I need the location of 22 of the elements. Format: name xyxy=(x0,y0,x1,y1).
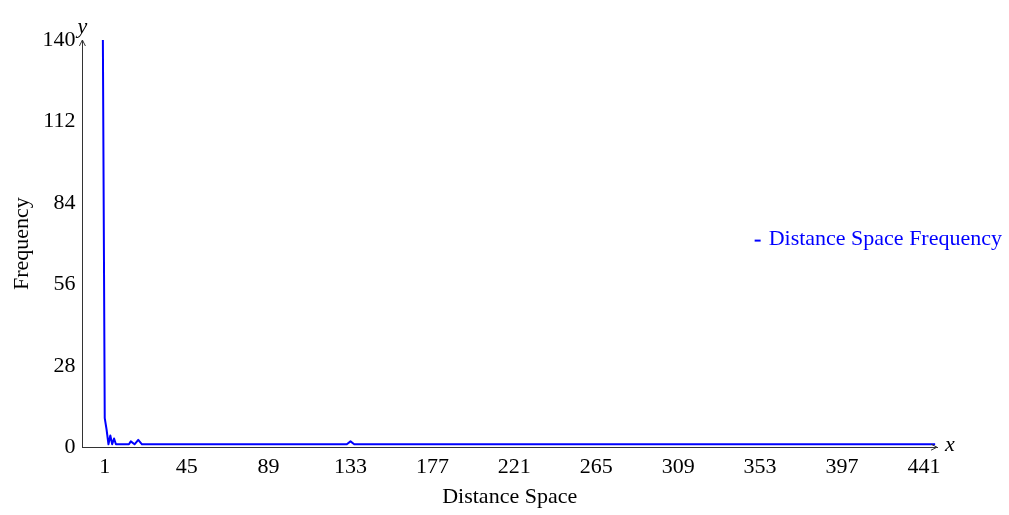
x-tick-label: 177 xyxy=(415,453,449,479)
x-tick-label: 441 xyxy=(907,453,941,479)
x-tick-label: 89 xyxy=(257,453,280,479)
x-tick-label: 1 xyxy=(99,453,111,479)
x-tick-label: 45 xyxy=(175,453,198,479)
x-tick-label: 221 xyxy=(497,453,531,479)
y-axis-title: Frequency xyxy=(7,197,33,291)
x-tick-label: 353 xyxy=(743,453,777,479)
x-tick-label: 133 xyxy=(334,453,368,479)
y-tick-label: 0 xyxy=(64,432,76,458)
text: y xyxy=(75,12,88,38)
x-tick-label: 397 xyxy=(825,453,859,479)
y-tick-label: 28 xyxy=(53,351,76,377)
y-tick-label: 140 xyxy=(42,25,76,51)
y-tick-label: 112 xyxy=(43,107,76,133)
x-tick-label: 309 xyxy=(661,453,695,479)
x-tick-label: 265 xyxy=(579,453,613,479)
y-tick-label: 56 xyxy=(53,270,76,296)
x-axis-title: Distance Space xyxy=(442,482,578,508)
y-tick-label: 84 xyxy=(53,188,76,214)
text: x xyxy=(944,430,955,456)
legend-label: Distance Space Frequency xyxy=(768,225,1002,251)
